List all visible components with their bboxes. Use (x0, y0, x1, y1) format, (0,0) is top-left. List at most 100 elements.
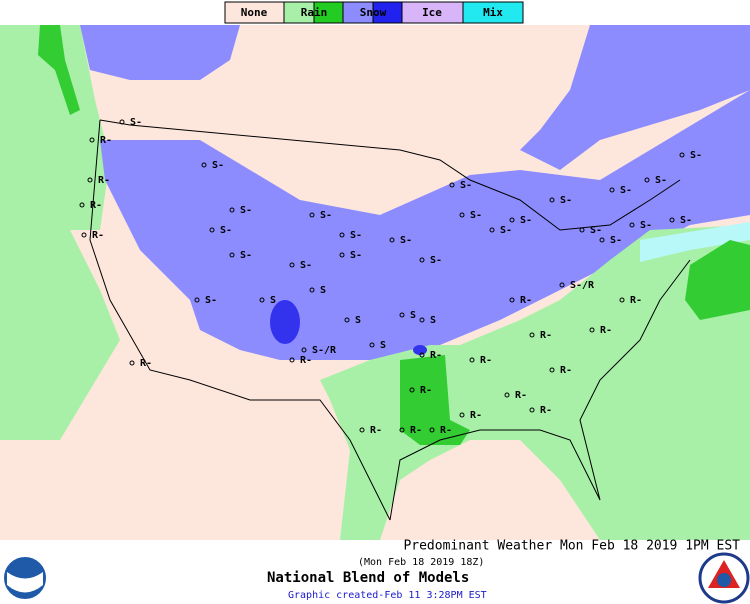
station-labels: R- R- R- R- S- S- S- S- S- S- S- S- S- S- S- S- S- S- S- S S… (79, 117, 702, 436)
station-dot (309, 287, 315, 293)
station-dot (609, 187, 615, 193)
station-dot (399, 312, 405, 318)
station-dot (344, 317, 350, 323)
station-dot (579, 227, 585, 233)
station-label: R- (540, 405, 552, 416)
station-dot (669, 217, 675, 223)
station-label: S- (460, 180, 472, 191)
station-label: S- (320, 210, 332, 221)
station-label: R- (410, 425, 422, 436)
station-dot (529, 407, 535, 413)
station-label: S- (240, 205, 252, 216)
station-label: R- (98, 175, 110, 186)
station-label: R- (515, 390, 527, 401)
station-dot (419, 352, 425, 358)
station-dot (339, 252, 345, 258)
station-dot (504, 392, 510, 398)
station-dot (79, 202, 85, 208)
station-dot (229, 207, 235, 213)
station-dot (229, 252, 235, 258)
station-dot (644, 177, 650, 183)
station-dot (389, 237, 395, 243)
station-label: S (380, 340, 386, 351)
legend-label: Mix (483, 6, 503, 19)
station-label: S- (620, 185, 632, 196)
station-dot (81, 232, 87, 238)
station-dot (129, 360, 135, 366)
station-dot (259, 297, 265, 303)
station-label: R- (540, 330, 552, 341)
station-dot (194, 297, 200, 303)
station-label: R- (560, 365, 572, 376)
legend-label: None (241, 6, 268, 19)
station-label: R- (600, 325, 612, 336)
station-dot (449, 182, 455, 188)
station-label: R- (300, 355, 312, 366)
station-label: S- (350, 250, 362, 261)
station-label: S- (212, 160, 224, 171)
station-dot (89, 137, 95, 143)
station-label: S- (350, 230, 362, 241)
station-dot (87, 177, 93, 183)
station-dot (119, 119, 125, 125)
station-label: S (320, 285, 326, 296)
station-dot (619, 297, 625, 303)
station-dot (399, 427, 405, 433)
station-label: R- (100, 135, 112, 146)
station-label: S (410, 310, 416, 321)
station-dot (309, 212, 315, 218)
station-dot (409, 387, 415, 393)
station-label: S-/R (570, 280, 595, 291)
footer-created: Graphic created-Feb 11 3:28PM EST (288, 590, 487, 601)
station-label: S- (300, 260, 312, 271)
map-background (0, 25, 750, 540)
station-label: R- (440, 425, 452, 436)
station-label: R- (520, 295, 532, 306)
station-dot (489, 227, 495, 233)
station-label: S- (590, 225, 602, 236)
footer: Predominant Weather Mon Feb 18 2019 1PM … (267, 539, 740, 602)
station-label: R- (92, 230, 104, 241)
station-label: S- (520, 215, 532, 226)
station-label: S- (640, 220, 652, 231)
legend-label: Snow (360, 6, 387, 19)
station-label: R- (420, 385, 432, 396)
station-dot (301, 347, 307, 353)
footer-valid: (Mon Feb 18 2019 18Z) (358, 557, 484, 568)
station-label: S- (680, 215, 692, 226)
station-dot (369, 342, 375, 348)
station-dot (339, 232, 345, 238)
nws-logo (698, 552, 750, 604)
station-dot (459, 212, 465, 218)
station-dot (509, 297, 515, 303)
station-dot (529, 332, 535, 338)
station-label: R- (430, 350, 442, 361)
station-dot (589, 327, 595, 333)
station-dot (629, 222, 635, 228)
station-label: S (270, 295, 276, 306)
station-label: R- (90, 200, 102, 211)
station-label: R- (470, 410, 482, 421)
station-label: R- (480, 355, 492, 366)
station-dot (599, 237, 605, 243)
station-dot (419, 317, 425, 323)
station-label: S- (205, 295, 217, 306)
station-dot (469, 357, 475, 363)
station-dot (459, 412, 465, 418)
station-label: S- (240, 250, 252, 261)
station-label: S- (560, 195, 572, 206)
footer-title: Predominant Weather Mon Feb 18 2019 1PM … (403, 539, 740, 554)
legend: None Rain Snow Ice Mix (224, 1, 524, 24)
station-label: S- (130, 117, 142, 128)
station-dot (359, 427, 365, 433)
station-label: S- (430, 255, 442, 266)
station-label: S- (220, 225, 232, 236)
station-label: R- (140, 358, 152, 369)
station-label: S- (690, 150, 702, 161)
station-label: R- (630, 295, 642, 306)
station-dot (549, 367, 555, 373)
station-label: S- (400, 235, 412, 246)
noaa-logo (2, 555, 48, 601)
